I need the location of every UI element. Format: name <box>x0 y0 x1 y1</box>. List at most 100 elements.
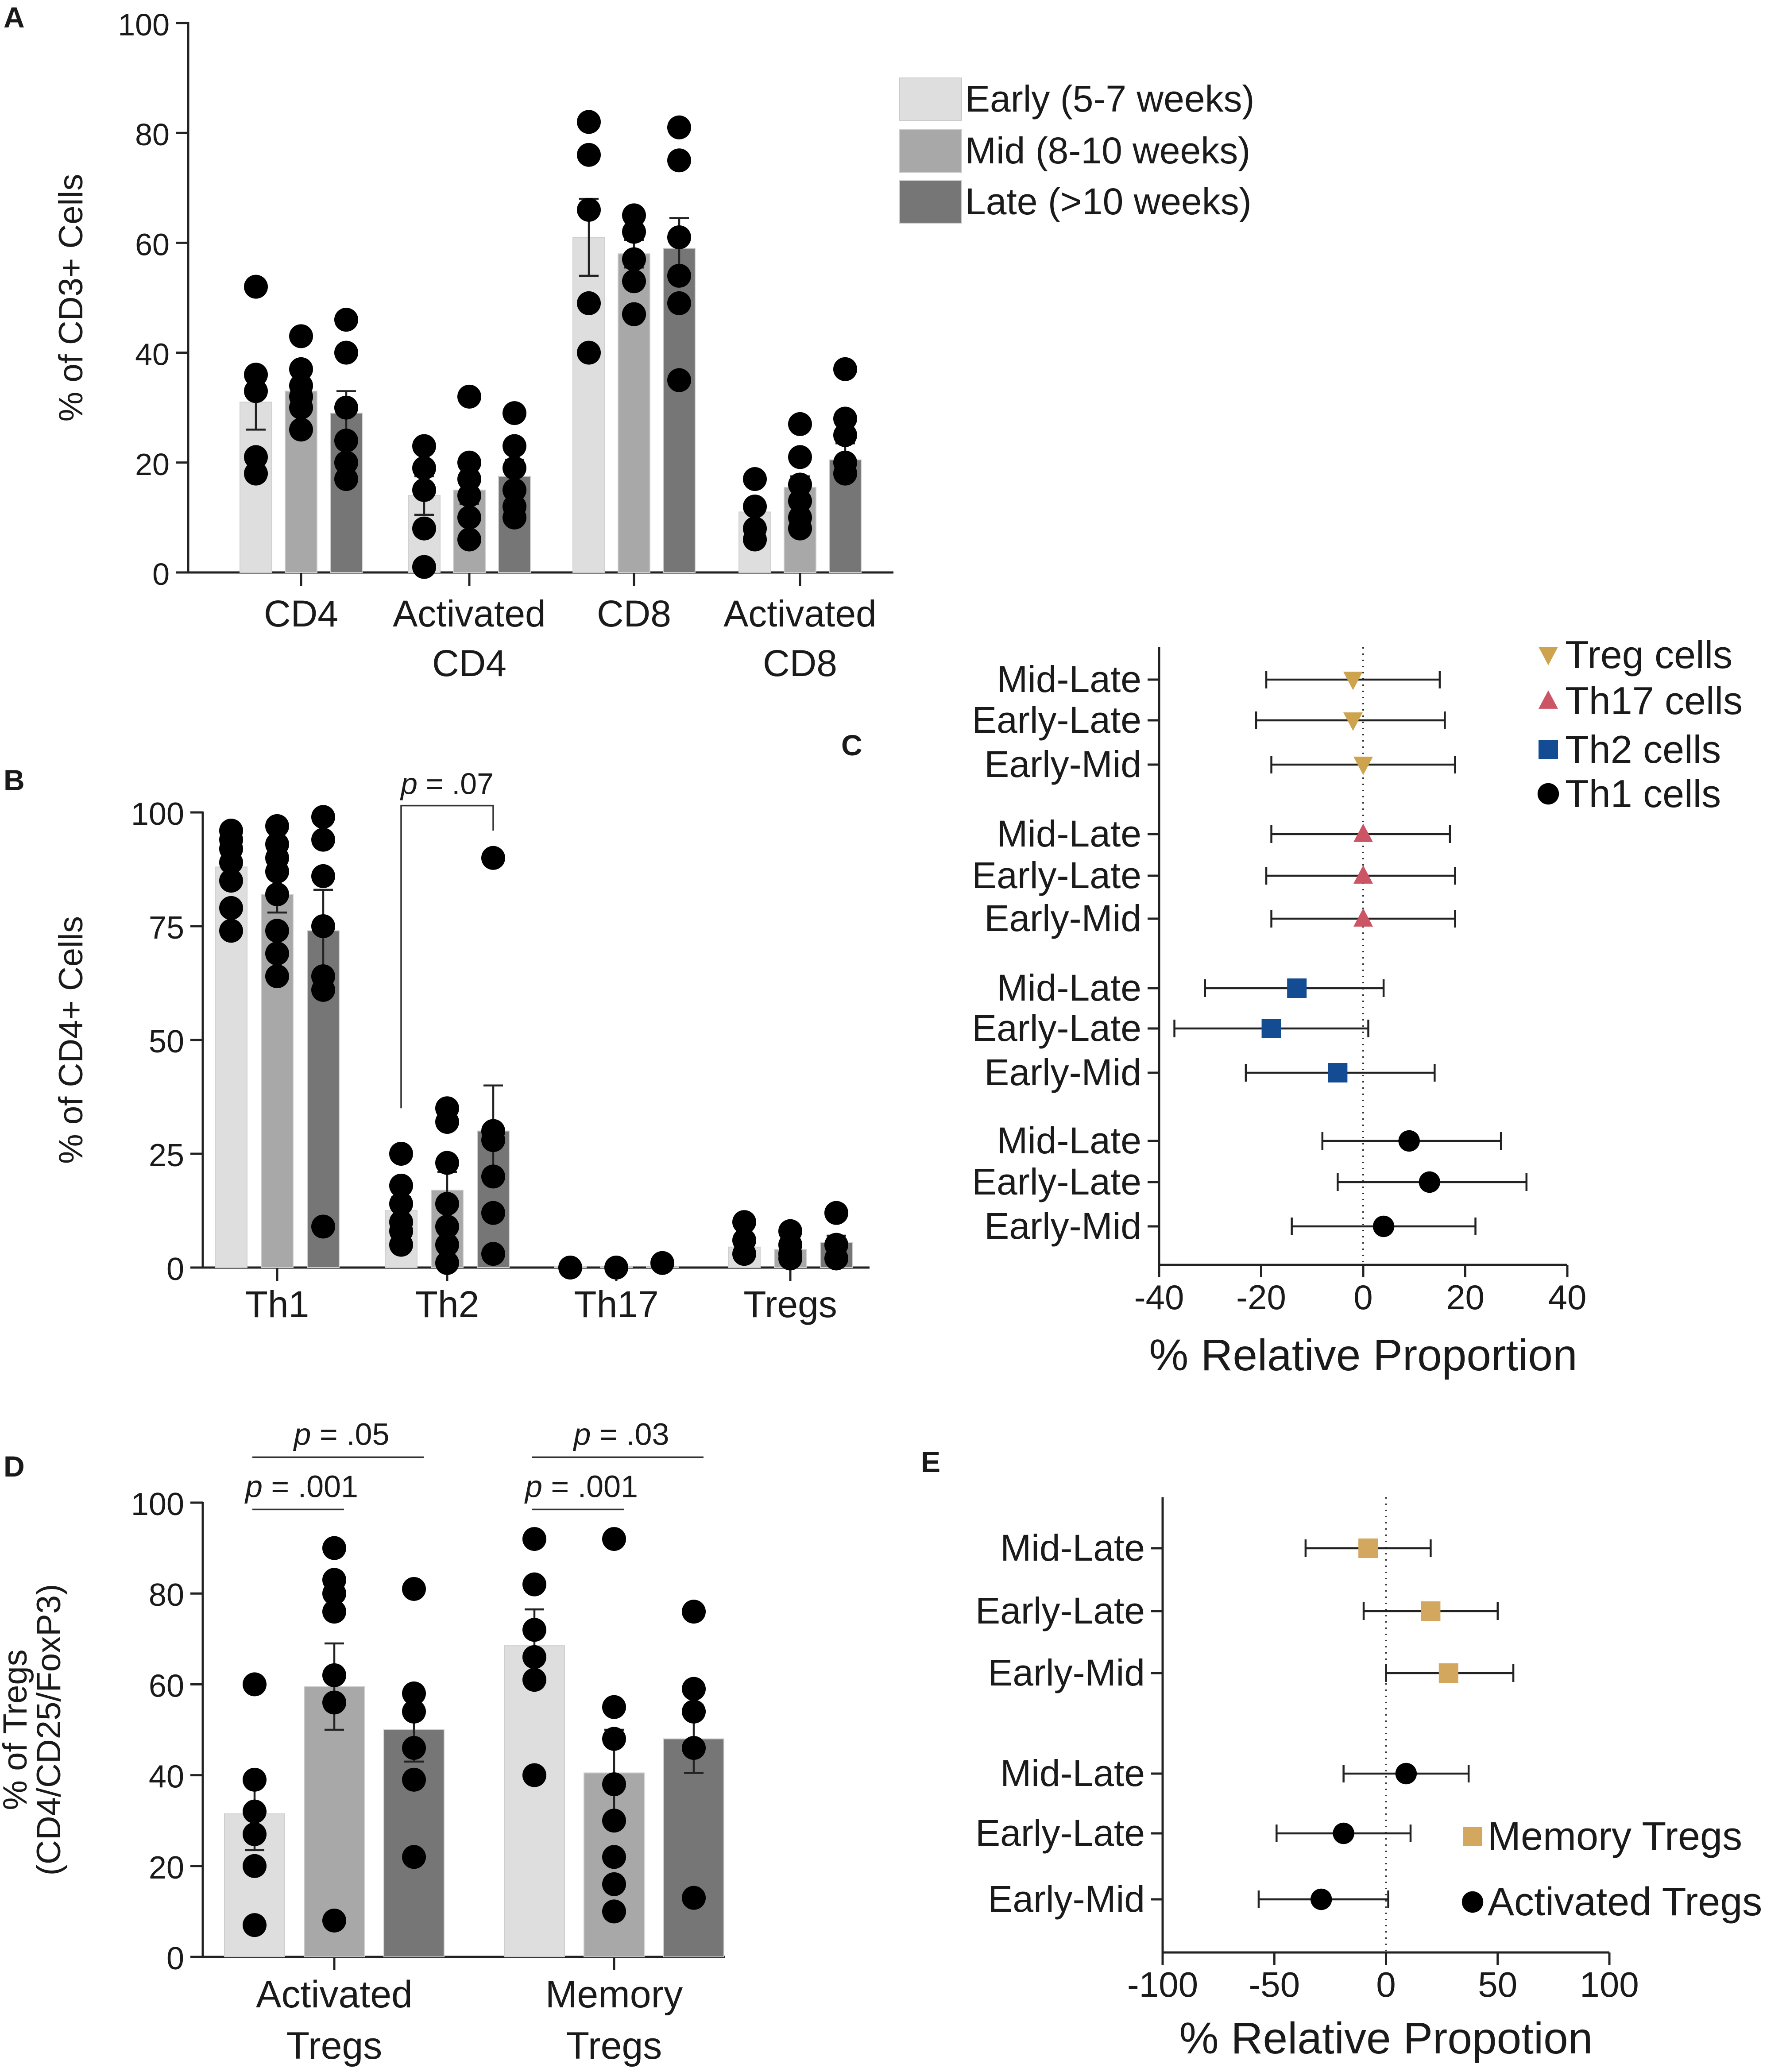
data-point-mid-8-10-weeks-th1 <box>265 919 289 943</box>
legend-swatch-late-10-weeks <box>899 180 962 224</box>
data-point-late-10-weeks-activated-tregs <box>402 1736 426 1760</box>
data-point-late-10-weeks-memory-tregs <box>682 1736 706 1760</box>
data-point-late-10-weeks-th1 <box>311 864 335 888</box>
x-category-label-cd4: CD4 <box>264 593 338 634</box>
panel-b-bar-chart: 0 25 50 75 100 % of CD4+ Cells Th1 Th2 Th17 Tregs… <box>52 767 870 1325</box>
legend-marker-th2-cells <box>1539 740 1558 759</box>
legend-marker-th1-cells <box>1537 783 1559 805</box>
estimate-memory-tregs-early-late <box>1421 1601 1441 1621</box>
x-category-label-th17: Th17 <box>574 1283 658 1325</box>
data-point-mid-8-10-weeks-activated-cd8 <box>788 489 812 513</box>
panel-d-bar-chart: 0 20 40 60 80 100 % of Tregs(CD4/CD25/FoxP3) Ac… <box>0 1417 725 2067</box>
y-tick-label: 20 <box>149 1850 184 1886</box>
data-point-late-10-weeks-cd4 <box>334 429 358 453</box>
data-point-late-10-weeks-activated-cd8 <box>833 357 857 381</box>
row-label-early-late: Early-Late <box>975 1812 1145 1854</box>
data-point-late-10-weeks-activated-cd8 <box>833 461 857 486</box>
x-tick-label: 0 <box>1376 1965 1396 2004</box>
legend-label-treg-cells: Treg cells <box>1565 633 1732 676</box>
row-label-early-late: Early-Late <box>972 1007 1141 1049</box>
data-point-mid-8-10-weeks-cd8 <box>622 220 646 244</box>
data-point-early-5-7-weeks-cd8 <box>577 197 601 222</box>
data-point-late-10-weeks-th1 <box>311 1214 335 1239</box>
y-tick-label: 0 <box>166 1941 184 1976</box>
x-category-label-activated-tregs: Tregs <box>286 2025 383 2067</box>
data-point-early-5-7-weeks-th1 <box>219 896 243 920</box>
data-point-mid-8-10-weeks-activated-tregs <box>322 1536 346 1560</box>
data-point-mid-8-10-weeks-activated-tregs <box>322 1908 346 1933</box>
x-tick-label: 40 <box>1548 1278 1587 1317</box>
data-point-mid-8-10-weeks-cd8 <box>622 203 646 228</box>
data-point-mid-8-10-weeks-memory-tregs <box>602 1872 626 1896</box>
data-point-late-10-weeks-activated-tregs <box>402 1577 426 1601</box>
x-tick-label: -20 <box>1236 1278 1286 1317</box>
data-point-early-5-7-weeks-activated-cd4 <box>412 434 436 458</box>
estimate-th1-cells-early-late <box>1419 1171 1441 1193</box>
data-point-early-5-7-weeks-cd4 <box>244 379 268 403</box>
panel-c-forest-plot: -40 -20 0 20 40 % Relative Proportion Mid-Late… <box>972 633 1743 1380</box>
x-tick-label: -100 <box>1127 1965 1198 2004</box>
estimate-th2-cells-early-mid <box>1328 1063 1348 1082</box>
data-point-mid-8-10-weeks-memory-tregs <box>602 1727 626 1751</box>
data-point-late-10-weeks-activated-cd4 <box>503 478 526 502</box>
row-label-early-mid: Early-Mid <box>984 1205 1141 1247</box>
estimate-th17-cells-mid-late <box>1353 823 1373 842</box>
data-point-early-5-7-weeks-th17 <box>558 1256 582 1280</box>
data-point-late-10-weeks-activated-cd4 <box>503 401 526 425</box>
data-point-early-5-7-weeks-activated-cd4 <box>412 478 436 502</box>
data-point-early-5-7-weeks-cd8 <box>577 291 601 315</box>
row-label-mid-late: Mid-Late <box>997 1120 1141 1161</box>
row-label-early-late: Early-Late <box>972 1161 1141 1202</box>
data-point-early-5-7-weeks-th2 <box>389 1233 413 1257</box>
y-tick-label: 40 <box>149 1759 184 1795</box>
row-label-early-mid: Early-Mid <box>988 1652 1145 1693</box>
data-point-late-10-weeks-cd4 <box>334 450 358 475</box>
x-category-label-activated-cd8: Activated <box>723 593 877 634</box>
data-point-early-5-7-weeks-th1 <box>219 919 243 943</box>
row-label-early-mid: Early-Mid <box>988 1878 1145 1920</box>
data-point-mid-8-10-weeks-activated-cd8 <box>788 445 812 469</box>
data-point-late-10-weeks-cd8 <box>667 291 691 315</box>
estimate-activated-tregs-early-late <box>1333 1822 1354 1844</box>
data-point-mid-8-10-weeks-th2 <box>435 1251 459 1275</box>
legend-marker-treg-cells <box>1539 647 1558 665</box>
panel-c-letter: C <box>841 729 862 762</box>
data-point-late-10-weeks-memory-tregs <box>682 1886 706 1910</box>
x-category-label-th2: Th2 <box>415 1283 479 1325</box>
estimate-treg-cells-early-late <box>1343 712 1363 731</box>
bar-late-10-weeks-memory-tregs <box>663 1738 724 1958</box>
data-point-early-5-7-weeks-cd8 <box>577 340 601 365</box>
estimate-th2-cells-mid-late <box>1287 978 1307 998</box>
data-point-late-10-weeks-th1 <box>311 914 335 938</box>
data-point-late-10-weeks-activated-cd4 <box>503 456 526 480</box>
data-point-early-5-7-weeks-cd8 <box>577 143 601 167</box>
data-point-mid-8-10-weeks-activated-cd8 <box>788 412 812 436</box>
x-tick-label: 20 <box>1446 1278 1485 1317</box>
data-point-late-10-weeks-activated-cd8 <box>833 423 857 447</box>
data-point-early-5-7-weeks-activated-cd8 <box>743 467 767 491</box>
row-label-early-late: Early-Late <box>972 854 1141 896</box>
legend-marker-memory-tregs <box>1463 1827 1482 1846</box>
data-point-mid-8-10-weeks-tregs <box>778 1246 802 1271</box>
data-point-early-5-7-weeks-activated-cd4 <box>412 456 436 480</box>
y-tick-label: 80 <box>135 117 170 152</box>
data-point-mid-8-10-weeks-activated-cd4 <box>457 483 481 508</box>
data-point-early-5-7-weeks-cd4 <box>244 461 268 486</box>
data-point-late-10-weeks-th17 <box>650 1251 674 1275</box>
legend-swatch-early-5-7-weeks <box>899 77 962 121</box>
y-tick-label: 20 <box>135 447 170 482</box>
row-label-early-late: Early-Late <box>975 1590 1145 1631</box>
data-point-early-5-7-weeks-activated-tregs <box>243 1913 267 1937</box>
data-point-mid-8-10-weeks-activated-cd4 <box>457 384 481 409</box>
y-tick-label: 100 <box>131 1487 184 1522</box>
data-point-early-5-7-weeks-cd8 <box>577 110 601 134</box>
bar-mid-8-10-weeks-cd8 <box>618 253 650 573</box>
row-label-early-mid: Early-Mid <box>984 1051 1141 1093</box>
data-point-early-5-7-weeks-cd4 <box>244 274 268 299</box>
data-point-early-5-7-weeks-th1 <box>219 850 243 875</box>
data-point-late-10-weeks-tregs <box>824 1246 848 1271</box>
data-point-early-5-7-weeks-tregs <box>732 1210 756 1234</box>
data-point-early-5-7-weeks-memory-tregs <box>522 1572 546 1597</box>
